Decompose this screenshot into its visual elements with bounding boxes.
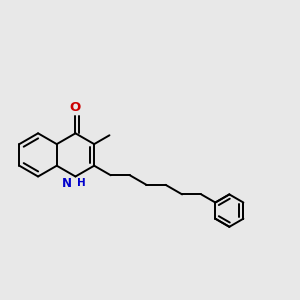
Text: H: H <box>77 178 86 188</box>
Text: O: O <box>70 101 81 114</box>
Text: N: N <box>61 177 71 190</box>
